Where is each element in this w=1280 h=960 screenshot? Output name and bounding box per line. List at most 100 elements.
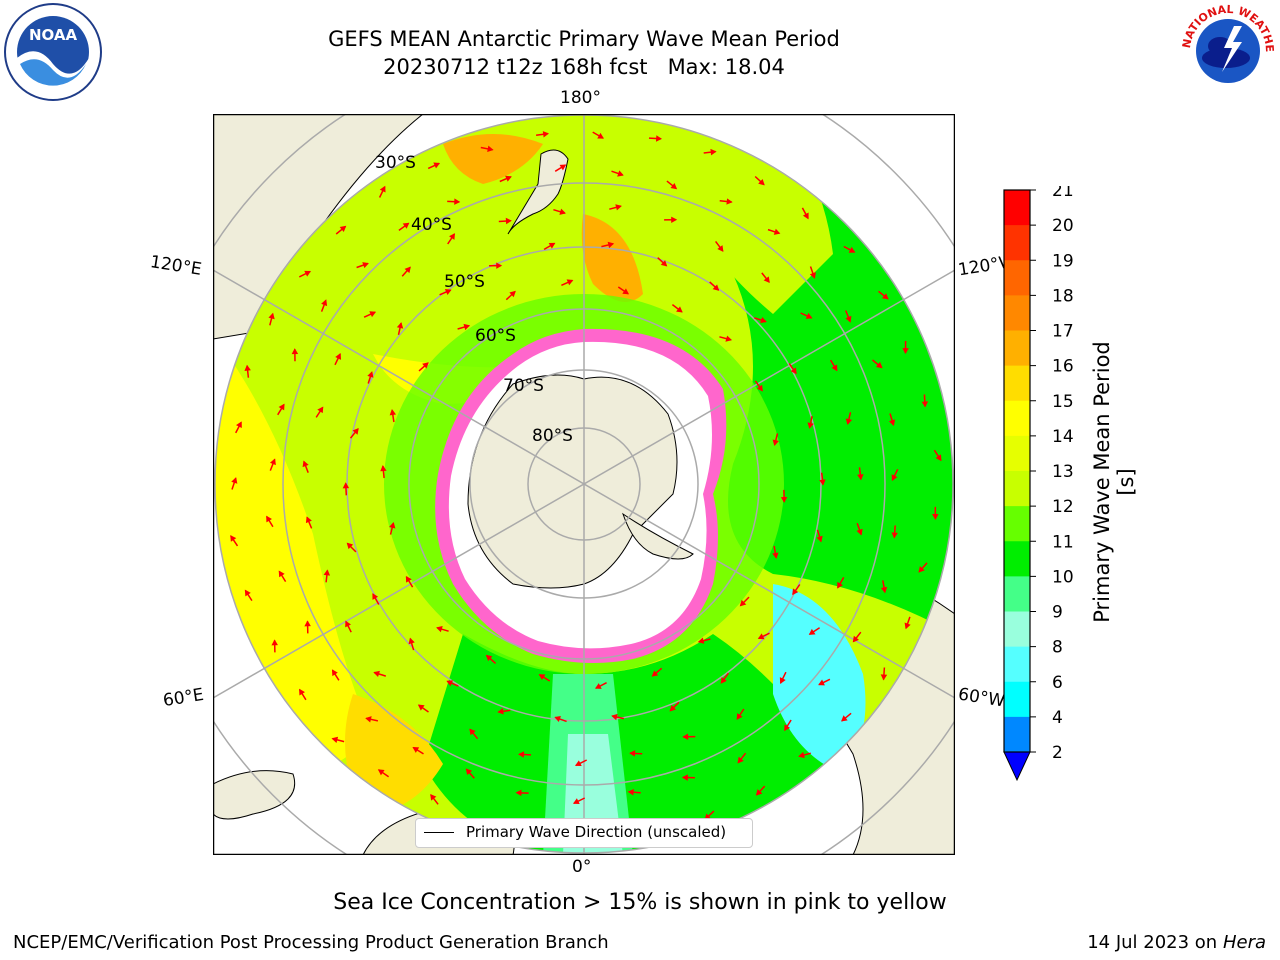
wave-arrow-head <box>819 479 826 486</box>
wave-arrow-head <box>566 279 574 286</box>
colorbar-block <box>1004 716 1030 753</box>
colorbar-block <box>1004 295 1030 331</box>
colorbar-tick-label: 16 <box>1052 357 1074 377</box>
wave-arrow-head <box>454 198 461 205</box>
noaa-logo-text: NOAA <box>29 26 78 44</box>
wave-arrow-head <box>773 228 781 235</box>
wave-arrow-head <box>367 371 374 378</box>
wave-arrow-head <box>816 535 823 543</box>
wave-arrow-head <box>611 713 618 721</box>
wave-arrow-head <box>497 708 504 715</box>
cyan-field-sa <box>773 584 866 774</box>
wave-arrow-head <box>881 293 889 300</box>
wave-arrow-head <box>935 454 942 462</box>
wave-arrow-head <box>807 422 814 429</box>
colorbar-tick-label: 11 <box>1052 532 1074 552</box>
wave-arrow-head <box>681 774 688 781</box>
colorbar-block <box>1004 225 1030 261</box>
wave-arrow-head <box>918 566 925 573</box>
wave-arrow-head <box>373 670 380 678</box>
wave-arrow-head <box>772 552 779 559</box>
wave-arrow-head <box>380 465 387 472</box>
wave-arrow-head <box>321 299 328 307</box>
wave-arrow-head <box>446 680 453 687</box>
wave-arrow-head <box>278 403 285 411</box>
lon-label-0: 0° <box>572 857 592 877</box>
colorbar-tick-label: 9 <box>1052 603 1063 623</box>
wave-arrow-head <box>402 222 410 229</box>
wave-arrow-head <box>389 521 396 529</box>
wave-arrow-head <box>856 528 863 536</box>
wave-arrow-head <box>496 262 503 269</box>
wave-arrow-head <box>737 756 744 764</box>
wave-arrow-head <box>268 312 275 320</box>
wave-arrow-head <box>323 569 331 576</box>
wave-arrow-head <box>904 622 911 630</box>
wave-arrow-head <box>655 135 663 142</box>
wave-arrow-head <box>880 586 888 594</box>
wave-arrow-head <box>485 654 493 662</box>
wave-arrow-head <box>266 515 272 523</box>
wave-arrow-head <box>725 335 733 342</box>
wave-arrow-head <box>515 789 522 797</box>
wave-arrow-head <box>710 148 717 156</box>
wave-arrow-head <box>902 348 909 355</box>
wave-arrow-head <box>559 164 567 171</box>
wave-arrow-head <box>720 677 727 684</box>
wave-arrow-head <box>848 246 856 253</box>
wave-arrow-head <box>430 793 437 801</box>
wave-arrow-head <box>396 322 404 329</box>
footer-credit: NCEP/EMC/Verification Post Processing Pr… <box>13 932 609 953</box>
wave-arrow-head <box>505 217 512 225</box>
wave-arrow-head <box>772 439 779 447</box>
colorbar-block <box>1004 576 1030 612</box>
wave-arrow-head <box>755 789 763 796</box>
lon-label-60e: 60°E <box>161 684 206 712</box>
wave-arrow-head <box>299 688 305 696</box>
wave-arrow-head <box>509 290 516 298</box>
wave-arrow-head <box>845 315 852 323</box>
wave-arrow-head <box>230 535 237 542</box>
lat-label-50s: 50°S <box>444 272 485 292</box>
orange-field-pacific <box>581 214 643 302</box>
wave-arrow-head <box>837 581 843 589</box>
wave-arrow-head <box>412 746 420 753</box>
colorbar-block <box>1004 611 1030 648</box>
wave-arrow-head <box>408 637 415 645</box>
wave-arrow-head <box>345 620 351 628</box>
wave-arrow-head <box>331 736 339 744</box>
wave-arrow-head <box>362 262 369 269</box>
wave-arrow-head <box>697 637 705 644</box>
colorbar-tick-label: 17 <box>1052 322 1074 342</box>
wave-arrow-head <box>790 367 797 375</box>
wave-arrow-head <box>758 178 765 186</box>
colorbar-block <box>1004 330 1030 367</box>
colorbar-tick-label: 21 <box>1052 186 1074 201</box>
wave-arrow-head <box>597 132 604 139</box>
wave-arrow-head <box>717 245 724 252</box>
wave-arrow-head <box>244 589 251 597</box>
lat-label-60s: 60°S <box>475 326 516 346</box>
wave-arrow-head <box>891 532 898 539</box>
colorbar-tick-label: 8 <box>1052 638 1063 658</box>
wave-arrow-head <box>365 716 372 723</box>
footer-host: Hera <box>1222 932 1266 953</box>
wave-arrow-head <box>305 516 312 524</box>
wave-arrow-head <box>798 751 805 759</box>
antarctic-peninsula <box>622 512 694 560</box>
wave-arrow-head <box>875 361 883 369</box>
wave-arrow-head <box>449 233 455 240</box>
wave-arrow-head <box>660 260 668 267</box>
wave-arrow-head <box>880 674 888 681</box>
wave-arrow-head <box>676 306 683 313</box>
wave-arrow-head <box>932 514 939 520</box>
new-zealand-land <box>507 149 569 235</box>
wave-arrow-head <box>594 683 602 689</box>
wave-arrow-head <box>726 198 733 205</box>
lat-label-40s: 40°S <box>411 215 452 235</box>
colorbar-tick-label: 15 <box>1052 392 1074 412</box>
wave-arrow-head <box>538 674 546 680</box>
wave-arrow-head <box>304 270 312 277</box>
wave-arrow-head <box>615 204 622 211</box>
wave-arrow-head <box>669 704 677 712</box>
